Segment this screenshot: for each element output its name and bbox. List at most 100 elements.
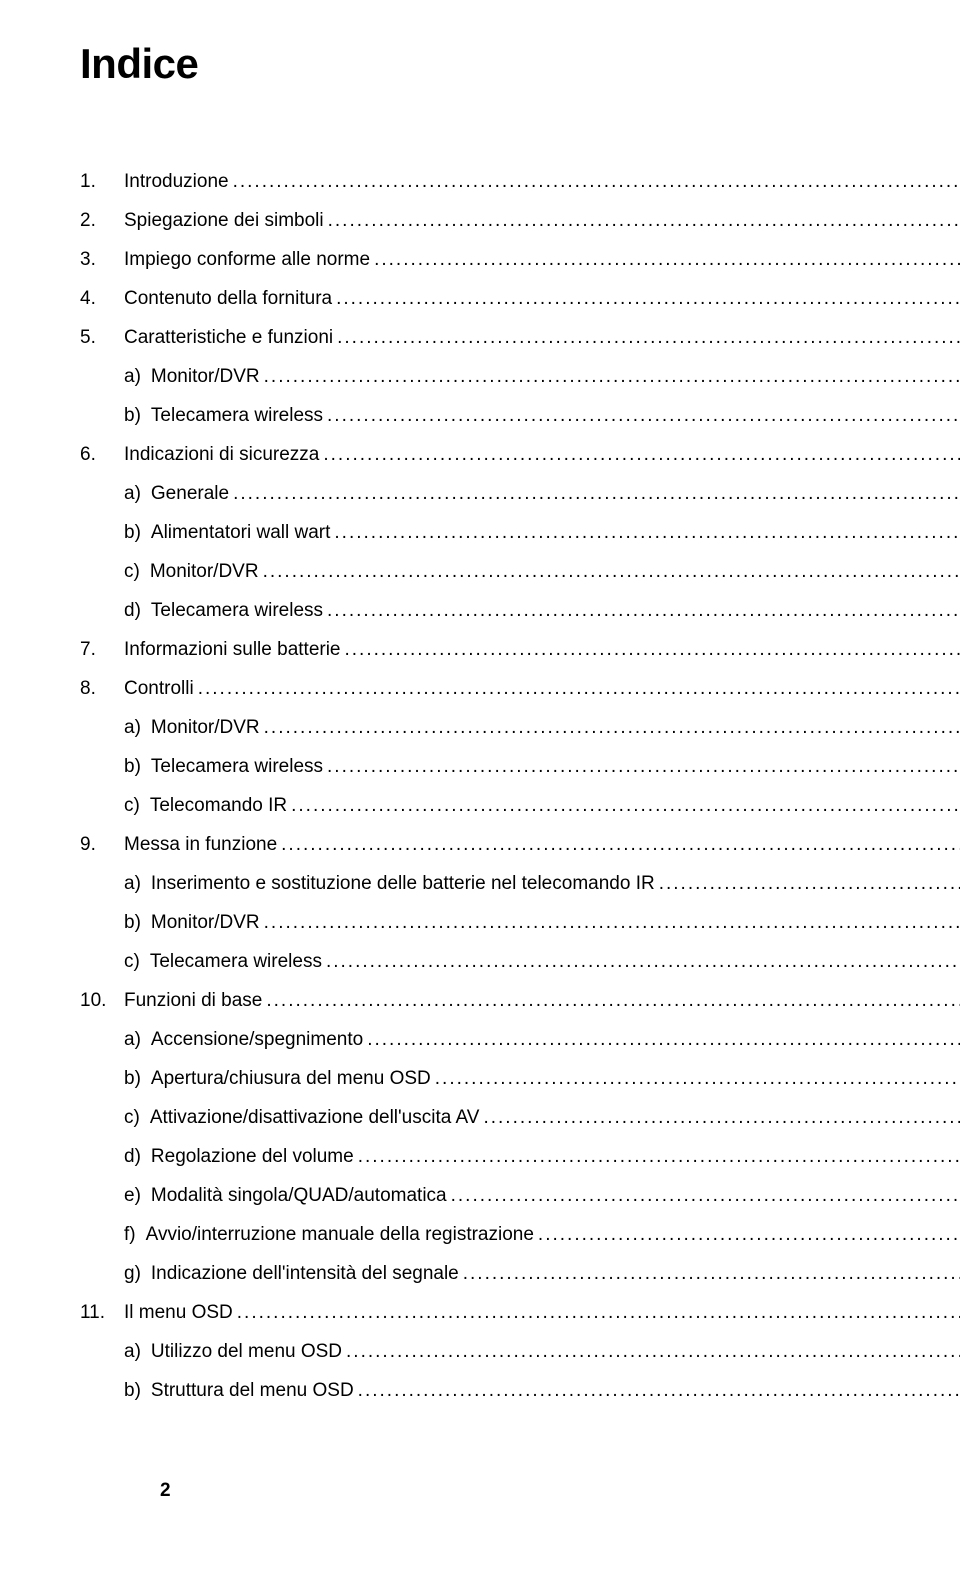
toc-entry-label: Funzioni di base: [124, 991, 262, 1010]
toc-entry-number: b): [124, 1069, 141, 1088]
toc-leader-dots: [328, 211, 960, 230]
toc-entry-label: Telecomando IR: [150, 796, 287, 815]
toc-leader-dots: [463, 1264, 960, 1283]
toc-entry-number: 8.: [80, 679, 124, 698]
toc-entry-number: a): [124, 1030, 141, 1049]
toc-entry-number: d): [124, 1147, 141, 1166]
toc-entry-number: b): [124, 406, 141, 425]
toc-entry: a)Inserimento e sostituzione delle batte…: [80, 874, 960, 893]
toc-entry-label: Il menu OSD: [124, 1303, 233, 1322]
toc-entry-label: Indicazioni di sicurezza: [124, 445, 319, 464]
toc-leader-dots: [374, 250, 960, 269]
toc-entry-label: Impiego conforme alle norme: [124, 250, 370, 269]
toc-entry-number: 9.: [80, 835, 124, 854]
toc-entry-label: Telecamera wireless: [150, 952, 322, 971]
toc-entry-number: b): [124, 523, 141, 542]
toc-entry: c)Telecomando IR12: [80, 796, 960, 815]
toc-leader-dots: [198, 679, 960, 698]
toc-entry-label: Attivazione/disattivazione dell'uscita A…: [150, 1108, 480, 1127]
toc-entry-label: Avvio/interruzione manuale della registr…: [146, 1225, 534, 1244]
toc-entry-label: Messa in funzione: [124, 835, 277, 854]
page-title: Indice: [80, 40, 198, 88]
toc-entry-label: Struttura del menu OSD: [151, 1381, 354, 1400]
toc-entry-number: c): [124, 796, 140, 815]
toc-entry-label: Contenuto della fornitura: [124, 289, 332, 308]
toc-leader-dots: [327, 601, 960, 620]
toc-entry-label: Indicazione dell'intensità del segnale: [151, 1264, 459, 1283]
toc-entry-number: d): [124, 601, 141, 620]
toc-entry: c) Attivazione/disattivazione dell'uscita…: [80, 1108, 960, 1127]
toc-entry-label: Monitor/DVR: [151, 718, 260, 737]
toc-entry-label: Monitor/DVR: [151, 913, 260, 932]
toc-entry: b)Apertura/chiusura del menu OSD16: [80, 1069, 960, 1088]
toc-entry: b)Telecamera wireless11: [80, 757, 960, 776]
toc-entry: c)Monitor/DVR8: [80, 562, 960, 581]
toc-entry-label: Spiegazione dei simboli: [124, 211, 324, 230]
toc-entry: 10.Funzioni di base16: [80, 991, 960, 1010]
toc-entry-label: Utilizzo del menu OSD: [151, 1342, 342, 1361]
toc-entry-number: a): [124, 718, 141, 737]
toc-entry: d)Regolazione del volume16: [80, 1147, 960, 1166]
toc-leader-dots: [334, 523, 960, 542]
page-number: 2: [160, 1480, 171, 1502]
toc-entry-number: 4.: [80, 289, 124, 308]
toc-entry-label: Accensione/spegnimento: [151, 1030, 363, 1049]
toc-leader-dots: [264, 913, 960, 932]
toc-entry-number: f): [124, 1225, 136, 1244]
toc-leader-dots: [233, 484, 960, 503]
toc-entry: g) Indicazione dell'intensità del segnale…: [80, 1264, 960, 1283]
toc-entry-label: Informazioni sulle batterie: [124, 640, 341, 659]
toc-entry-label: Modalità singola/QUAD/automatica: [151, 1186, 447, 1205]
toc-entry-number: c): [124, 1108, 140, 1127]
toc-leader-dots: [659, 874, 960, 893]
table-of-contents: 1.Introduzione42.Spiegazione dei simboli…: [80, 172, 960, 1400]
toc-entry-number: 10.: [80, 991, 124, 1010]
toc-entry: 11.Il menu OSD18: [80, 1303, 960, 1322]
toc-entry-number: b): [124, 913, 141, 932]
toc-entry-number: a): [124, 367, 141, 386]
toc-entry-label: Monitor/DVR: [151, 367, 260, 386]
toc-leader-dots: [327, 757, 960, 776]
toc-entry: b)Monitor/DVR13: [80, 913, 960, 932]
toc-leader-dots: [538, 1225, 960, 1244]
toc-leader-dots: [345, 640, 960, 659]
toc-entry-number: g): [124, 1264, 141, 1283]
toc-entry-label: Inserimento e sostituzione delle batteri…: [151, 874, 655, 893]
toc-entry: 5.Caratteristiche e funzioni6: [80, 328, 960, 347]
toc-entry: c)Telecamera wireless14: [80, 952, 960, 971]
toc-leader-dots: [326, 952, 960, 971]
toc-entry: f) Avvio/interruzione manuale della regis…: [80, 1225, 960, 1244]
toc-entry-number: 11.: [80, 1303, 124, 1322]
toc-entry-label: Apertura/chiusura del menu OSD: [151, 1069, 431, 1088]
toc-leader-dots: [337, 328, 960, 347]
column-header-pagina: Pagina: [80, 128, 960, 154]
toc-entry-label: Alimentatori wall wart: [151, 523, 331, 542]
toc-leader-dots: [266, 991, 960, 1010]
toc-leader-dots: [451, 1186, 960, 1205]
toc-entry-number: 7.: [80, 640, 124, 659]
toc-leader-dots: [358, 1147, 960, 1166]
toc-leader-dots: [367, 1030, 960, 1049]
toc-leader-dots: [233, 172, 960, 191]
toc-entry: a)Generale7: [80, 484, 960, 503]
toc-entry: 9.Messa in funzione13: [80, 835, 960, 854]
toc-entry: 3.Impiego conforme alle norme5: [80, 250, 960, 269]
toc-entry-number: a): [124, 484, 141, 503]
toc-entry-label: Telecamera wireless: [151, 601, 323, 620]
toc-entry-number: c): [124, 952, 140, 971]
toc-leader-dots: [435, 1069, 960, 1088]
toc-entry-label: Monitor/DVR: [150, 562, 259, 581]
toc-entry-label: Caratteristiche e funzioni: [124, 328, 333, 347]
toc-leader-dots: [264, 718, 960, 737]
toc-entry: 7.Informazioni sulle batterie9: [80, 640, 960, 659]
toc-leader-dots: [237, 1303, 960, 1322]
toc-entry-label: Generale: [151, 484, 229, 503]
toc-entry: a)Monitor/DVR6: [80, 367, 960, 386]
toc-entry: 2.Spiegazione dei simboli4: [80, 211, 960, 230]
toc-entry-label: Telecamera wireless: [151, 757, 323, 776]
toc-leader-dots: [358, 1381, 960, 1400]
toc-entry: b)Telecamera wireless6: [80, 406, 960, 425]
toc-leader-dots: [327, 406, 960, 425]
toc-entry-label: Controlli: [124, 679, 194, 698]
toc-leader-dots: [483, 1108, 960, 1127]
